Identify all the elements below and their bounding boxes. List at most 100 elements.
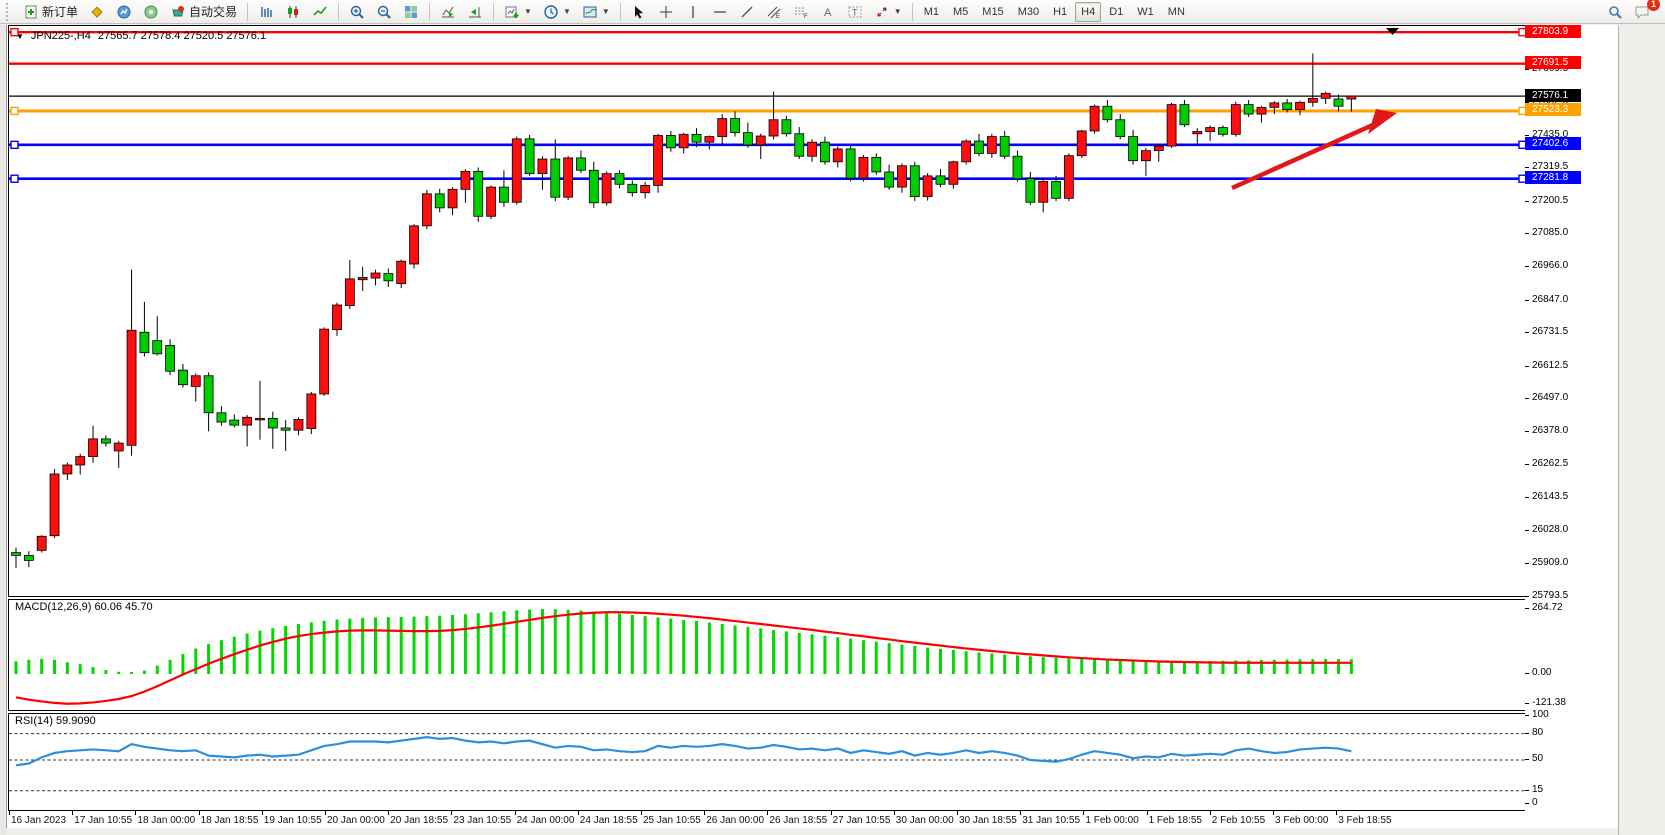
line-anchor[interactable] — [10, 106, 19, 116]
time-axis-tick — [1336, 811, 1338, 815]
zoom-out-icon — [377, 5, 391, 19]
rsi-canvas[interactable] — [9, 714, 1530, 810]
price-badge-27576.1: 27576.1 — [1525, 88, 1581, 102]
time-axis-tick — [514, 811, 516, 815]
dropdown-chevron-icon: ▼ — [893, 7, 902, 16]
zoom-out-button[interactable] — [371, 1, 397, 23]
timeframe-button-m30[interactable]: M30 — [1017, 5, 1040, 18]
templates-button[interactable]: ▼ — [577, 1, 615, 23]
time-axis-label: 24 Jan 18:55 — [579, 815, 638, 826]
profiles-button[interactable]: ▼ — [538, 1, 576, 23]
search-button[interactable] — [1602, 1, 1628, 23]
price-axis-tick: 0 — [1525, 797, 1538, 809]
time-axis-tick — [577, 811, 579, 815]
one-click-trading-toggle[interactable]: ▼ — [16, 31, 24, 41]
market-button[interactable] — [111, 1, 137, 23]
price-axis-tick: 26143.5 — [1525, 491, 1568, 503]
price-badge-27402.6: 27402.6 — [1525, 137, 1581, 151]
timeframe-button-h1[interactable]: H1 — [1053, 5, 1068, 18]
candlestick-chart-canvas[interactable] — [9, 26, 1530, 596]
chart-bars-button[interactable] — [253, 1, 279, 23]
time-axis-tick — [1146, 811, 1148, 815]
vline-button[interactable] — [680, 1, 706, 23]
toolbar-separator — [493, 2, 495, 21]
autotrading-icon — [172, 5, 185, 16]
toolbar-separator — [247, 2, 249, 21]
timeframe-button-m5[interactable]: M5 — [953, 5, 969, 18]
hline-button[interactable] — [707, 1, 733, 23]
main-toolbar: 新订单 自动交易 — [0, 0, 1665, 24]
zoom-in-button[interactable] — [344, 1, 370, 23]
cursor-button[interactable] — [626, 1, 652, 23]
auto-scroll-icon — [442, 6, 455, 17]
svg-text:F: F — [804, 14, 808, 20]
timeframe-button-mn[interactable]: MN — [1167, 5, 1185, 18]
svg-text:A: A — [824, 7, 832, 19]
price-axis-tick: 27200.5 — [1525, 195, 1568, 207]
chart-shift-button[interactable] — [462, 1, 488, 23]
crosshair-button[interactable] — [653, 1, 679, 23]
timeframe-button-m15[interactable]: M15 — [982, 5, 1004, 18]
price-axis[interactable]: 27788.527669.527552.027435.027319.527200… — [1525, 24, 1612, 811]
macd-pane[interactable]: MACD(12,26,9) 60.06 45.70 — [8, 599, 1531, 711]
timeframe-button-m1[interactable]: M1 — [923, 5, 939, 18]
time-axis-tick — [9, 811, 10, 815]
timeframe-button-w1[interactable]: W1 — [1137, 5, 1154, 18]
new-order-button[interactable]: 新订单 — [18, 1, 83, 23]
equidistant-channel-icon: E — [767, 6, 781, 20]
timeframe-button-d1[interactable]: D1 — [1109, 5, 1124, 18]
chat-button[interactable]: 1 — [1629, 0, 1660, 23]
time-axis[interactable]: 16 Jan 2023 17 Jan 10:55 18 Jan 00:00 18 Ja… — [8, 811, 1619, 828]
main-chart-pane[interactable]: ▼ JPN225-,H4 27565.7 27578.4 27520.5 275… — [8, 25, 1531, 597]
channel-button[interactable]: E — [761, 1, 787, 23]
market-icon — [117, 5, 131, 18]
price-axis-tick: 26966.0 — [1525, 260, 1568, 272]
autotrading-button[interactable]: 自动交易 — [165, 1, 242, 23]
tile-windows-button[interactable] — [398, 1, 424, 23]
price-axis-tick: 26028.0 — [1525, 524, 1568, 536]
line-anchor[interactable] — [10, 140, 19, 150]
time-axis-label: 18 Jan 00:00 — [137, 815, 196, 826]
metaeditor-button[interactable] — [84, 1, 110, 23]
chart-shift-marker-icon[interactable] — [1386, 28, 1399, 35]
trendline-button[interactable] — [734, 1, 760, 23]
template-icon — [583, 6, 597, 17]
time-axis-label: 30 Jan 18:55 — [959, 815, 1017, 826]
time-axis-tick — [1020, 811, 1022, 815]
fibonacci-button[interactable]: F — [788, 1, 814, 23]
trend-arrow-annotation[interactable] — [1231, 109, 1397, 191]
time-axis-tick — [1273, 811, 1274, 815]
hline-27281.8[interactable] — [9, 174, 1530, 183]
text-button[interactable]: A — [815, 1, 841, 23]
trendline-icon — [741, 6, 753, 17]
chart-line-button[interactable] — [307, 1, 333, 23]
rsi-pane[interactable]: RSI(14) 59.9090 — [8, 713, 1531, 811]
line-anchor[interactable] — [10, 27, 19, 37]
timeframe-button-h4[interactable]: H4 — [1075, 1, 1102, 22]
auto-scroll-button[interactable] — [435, 1, 461, 23]
toolbar-separator — [338, 2, 340, 21]
chart-ohlc-values: 27565.7 27578.4 27520.5 27576.1 — [97, 30, 267, 42]
macd-canvas[interactable] — [9, 600, 1530, 710]
price-axis-tick: 264.72 — [1525, 602, 1563, 614]
dropdown-chevron-icon: ▼ — [524, 7, 532, 16]
new-chart-button[interactable]: ▼ — [499, 1, 537, 23]
price-axis-tick: 100 — [1525, 709, 1549, 721]
clock-icon — [544, 4, 558, 19]
macd-signal-line — [15, 611, 1352, 705]
new-chart-icon — [505, 6, 519, 18]
arrows-button[interactable]: ▼ — [869, 1, 907, 23]
hline-27402.6[interactable] — [9, 140, 1530, 150]
price-badge-27523.3: 27523.3 — [1525, 103, 1581, 117]
label-button[interactable]: T — [842, 1, 868, 23]
chart-candles-button[interactable] — [280, 1, 306, 23]
chart-window: ▼ JPN225-,H4 27565.7 27578.4 27520.5 275… — [6, 25, 1625, 835]
price-axis-tick: 26497.0 — [1525, 392, 1568, 404]
price-axis-tick: 0.00 — [1525, 667, 1551, 679]
line-anchor[interactable] — [10, 174, 19, 183]
time-axis-label: 16 Jan 2023 — [11, 815, 67, 826]
chart-shift-icon — [469, 6, 482, 17]
toolbar-separator — [619, 2, 621, 21]
signals-button[interactable] — [138, 1, 164, 23]
fibonacci-icon: F — [794, 7, 808, 20]
